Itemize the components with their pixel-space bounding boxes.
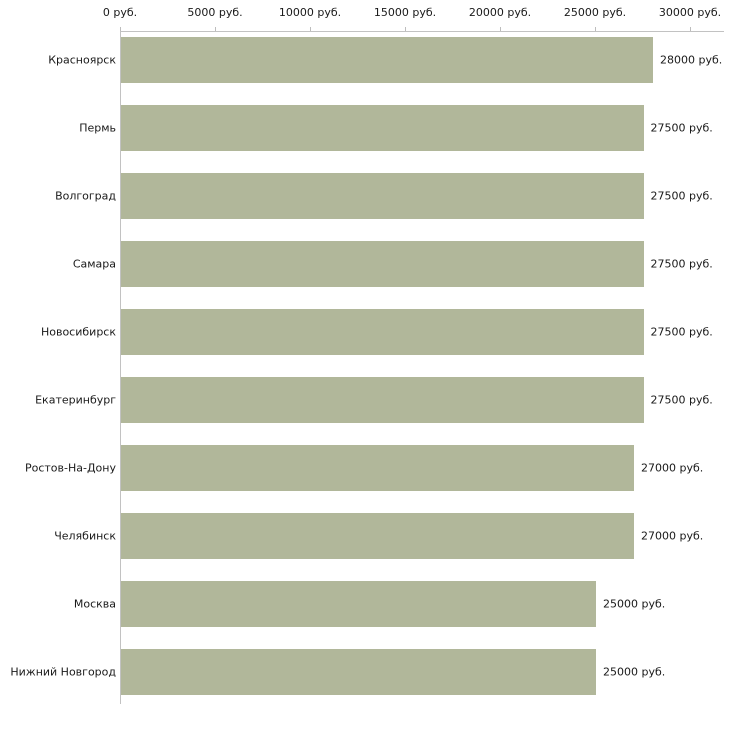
category-label: Пермь: [79, 121, 116, 135]
value-bar: [121, 309, 644, 355]
bar-row: Красноярск 28000 руб.: [0, 26, 730, 94]
bar-row: Челябинск 27000 руб.: [0, 502, 730, 570]
x-axis-line: [120, 31, 724, 32]
value-bar: [121, 173, 644, 219]
category-label: Самара: [72, 257, 116, 271]
bar-row: Пермь 27500 руб.: [0, 94, 730, 162]
value-label: 25000 руб.: [603, 597, 666, 611]
x-axis-tick-mark: [690, 27, 691, 31]
x-axis-tick-label: 30000 руб.: [658, 6, 722, 19]
x-axis-tick-mark: [500, 27, 501, 31]
category-label: Москва: [73, 597, 116, 611]
category-label: Красноярск: [48, 53, 116, 67]
x-axis-tick-mark: [120, 27, 121, 31]
y-axis-line: [120, 31, 121, 704]
value-label: 27500 руб.: [650, 257, 713, 271]
x-axis-tick-mark: [310, 27, 311, 31]
bar-row: Новосибирск 27500 руб.: [0, 298, 730, 366]
x-axis-tick-label: 5000 руб.: [187, 6, 243, 19]
value-bar: [121, 445, 634, 491]
value-bar: [121, 581, 596, 627]
category-label: Волгоград: [55, 189, 116, 203]
value-label: 27000 руб.: [641, 529, 704, 543]
value-bar: [121, 377, 644, 423]
value-label: 27500 руб.: [650, 189, 713, 203]
value-bar: [121, 513, 634, 559]
category-label: Новосибирск: [40, 325, 116, 339]
value-label: 27000 руб.: [641, 461, 704, 475]
category-label: Екатеринбург: [35, 393, 116, 407]
category-label: Челябинск: [54, 529, 116, 543]
value-bar: [121, 105, 644, 151]
x-axis-tick-label: 20000 руб.: [468, 6, 532, 19]
category-label: Ростов-На-Дону: [24, 461, 116, 475]
x-axis-tick-label: 15000 руб.: [373, 6, 437, 19]
category-label: Нижний Новгород: [10, 665, 116, 679]
value-bar: [121, 37, 653, 83]
value-label: 27500 руб.: [650, 393, 713, 407]
bar-row: Нижний Новгород 25000 руб.: [0, 638, 730, 706]
x-axis-tick-mark: [595, 27, 596, 31]
value-label: 27500 руб.: [650, 325, 713, 339]
value-bar: [121, 241, 644, 287]
bar-row: Волгоград 27500 руб.: [0, 162, 730, 230]
value-bar: [121, 649, 596, 695]
x-axis-tick-mark: [405, 27, 406, 31]
bar-row: Самара 27500 руб.: [0, 230, 730, 298]
bar-row: Ростов-На-Дону 27000 руб.: [0, 434, 730, 502]
bar-rows: Красноярск 28000 руб. Пермь 27500 руб. Волго…: [0, 26, 730, 706]
bar-row: Екатеринбург 27500 руб.: [0, 366, 730, 434]
x-axis-tick-label: 0 руб.: [102, 6, 138, 19]
x-axis-tick-label: 25000 руб.: [563, 6, 627, 19]
value-label: 25000 руб.: [603, 665, 666, 679]
value-label: 27500 руб.: [650, 121, 713, 135]
x-axis-tick-label: 10000 руб.: [278, 6, 342, 19]
x-axis-tick-mark: [215, 27, 216, 31]
bar-row: Москва 25000 руб.: [0, 570, 730, 638]
value-label: 28000 руб.: [660, 53, 723, 67]
